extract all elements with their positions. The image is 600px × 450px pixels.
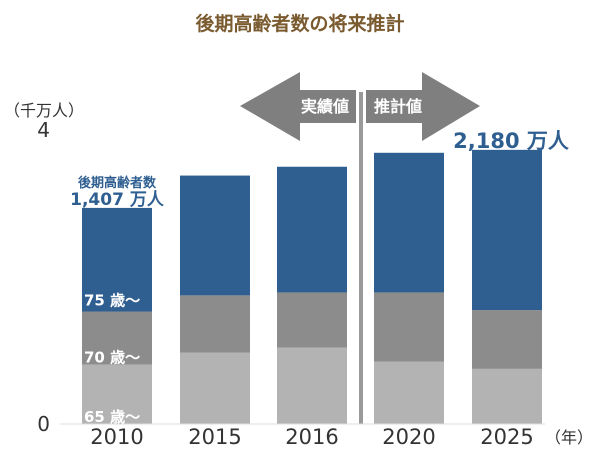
series-label-75: 75 歳～ xyxy=(84,292,140,310)
start-value-label: 1,407 万人 xyxy=(70,190,165,210)
actual-arrow-shape xyxy=(240,72,356,141)
bar-2015-series-2 xyxy=(180,175,250,296)
x-tick-label: 2020 xyxy=(382,425,435,449)
y-tick-label: 0 xyxy=(37,412,50,436)
projection-arrow-label: 推計値 xyxy=(374,97,422,116)
ticks-group: 0 4 2010 2015 2016 2020 2025 （年） xyxy=(37,118,593,449)
bars-group xyxy=(82,149,542,424)
bar-2015-series-1 xyxy=(180,295,250,353)
series-label-70: 70 歳～ xyxy=(84,348,140,366)
bar-2020-series-2 xyxy=(374,152,444,293)
bar-2016-series-1 xyxy=(277,292,347,348)
x-tick-label: 2025 xyxy=(480,425,533,449)
bar-2010-series-2 xyxy=(82,207,152,312)
y-tick-label: 4 xyxy=(37,118,50,142)
bar-2025-series-2 xyxy=(472,149,542,311)
x-tick-label: 2016 xyxy=(285,425,338,449)
series-label-65: 65 歳～ xyxy=(84,408,140,426)
chart-title: 後期高齢者数の将来推計 xyxy=(195,12,404,35)
bar-2020-series-0 xyxy=(374,361,444,424)
actual-arrow-label: 実績値 xyxy=(301,97,349,116)
bar-2016-series-0 xyxy=(277,347,347,424)
bar-2016-series-2 xyxy=(277,166,347,293)
projection-arrow-shape xyxy=(366,72,480,141)
y-axis-unit-label: （千万人） xyxy=(4,101,84,120)
x-tick-label: 2015 xyxy=(188,425,241,449)
bar-2025-series-0 xyxy=(472,368,542,424)
x-tick-label: 2010 xyxy=(90,425,143,449)
bar-2010-series-1 xyxy=(82,311,152,365)
x-axis-unit-label: （年） xyxy=(545,428,593,447)
phase-arrows: 実績値 推計値 xyxy=(240,72,480,141)
end-value-label: 2,180 万人 xyxy=(453,129,569,153)
bar-2020-series-1 xyxy=(374,292,444,362)
group-label: 後期高齢者数 xyxy=(78,175,157,191)
bar-2010-series-0 xyxy=(82,364,152,424)
bar-2025-series-1 xyxy=(472,310,542,369)
bar-2015-series-0 xyxy=(180,352,250,424)
